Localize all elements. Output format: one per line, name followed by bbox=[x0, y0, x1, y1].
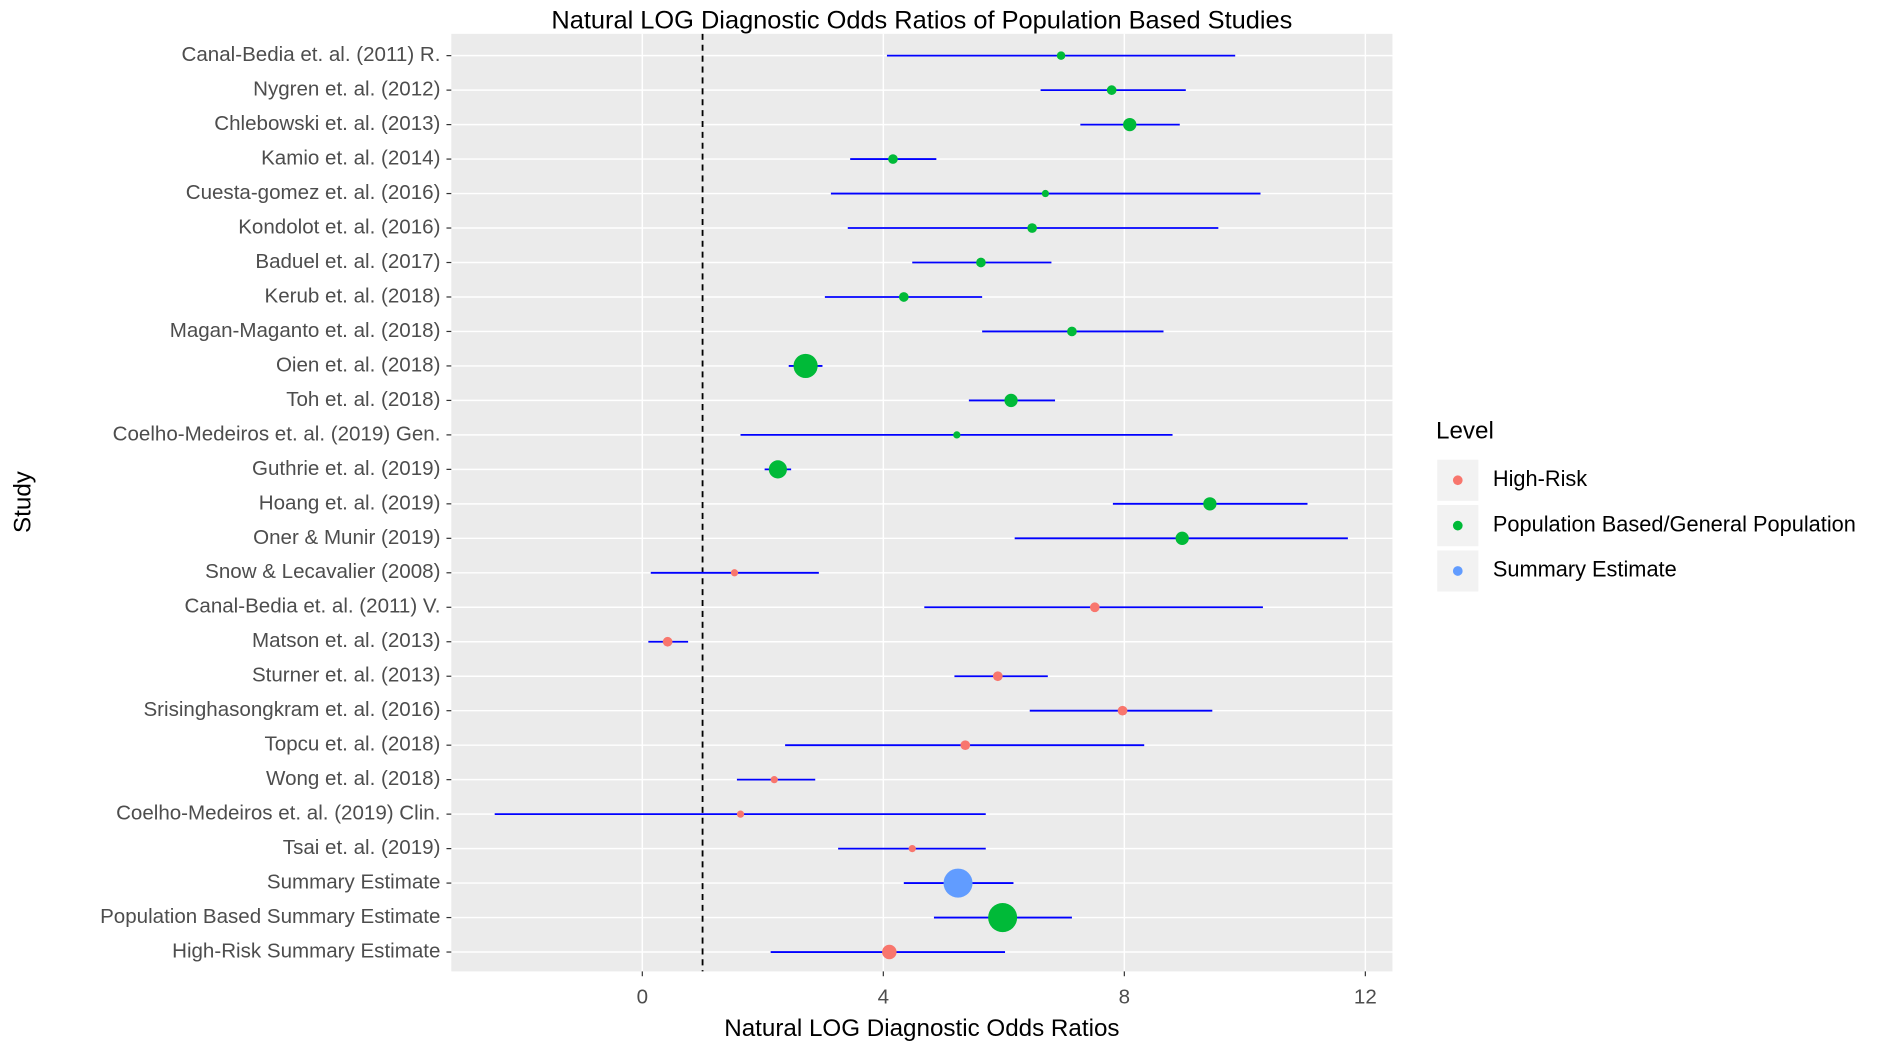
y-tick-label: Coelho-Medeiros et. al. (2019) Clin. bbox=[116, 802, 440, 825]
point-estimate bbox=[662, 636, 673, 647]
point-estimate bbox=[976, 257, 986, 268]
point-estimate bbox=[1067, 326, 1077, 337]
legend-label: Population Based/General Population bbox=[1493, 511, 1856, 536]
y-tick-label: High-Risk Summary Estimate bbox=[172, 939, 440, 962]
y-tick-label: Chlebowski et. al. (2013) bbox=[214, 112, 440, 135]
y-tick-label: Snow & Lecavalier (2008) bbox=[205, 560, 440, 583]
x-tick-label: 0 bbox=[637, 985, 648, 1008]
point-estimate bbox=[1027, 223, 1037, 233]
y-tick-label: Canal-Bedia et. al. (2011) R. bbox=[182, 43, 441, 66]
legend-marker bbox=[1452, 475, 1463, 486]
point-estimate bbox=[793, 353, 818, 379]
y-tick-label: Magan-Maganto et. al. (2018) bbox=[170, 319, 441, 342]
chart-title: Natural LOG Diagnostic Odds Ratios of Po… bbox=[551, 6, 1292, 34]
y-tick-label: Canal-Bedia et. al. (2011) V. bbox=[185, 595, 441, 618]
point-estimate bbox=[882, 944, 897, 960]
y-tick-label: Toh et. al. (2018) bbox=[286, 388, 440, 411]
point-estimate bbox=[1123, 117, 1137, 132]
point-estimate bbox=[1004, 393, 1018, 408]
y-tick-label: Kondolot et. al. (2016) bbox=[238, 215, 440, 238]
point-estimate bbox=[908, 844, 916, 853]
point-estimate bbox=[992, 671, 1003, 682]
legend-marker bbox=[1452, 566, 1463, 576]
y-tick-label: Hoang et. al. (2019) bbox=[259, 491, 441, 514]
point-estimate bbox=[953, 431, 961, 439]
point-estimate bbox=[736, 810, 745, 818]
x-tick-label: 12 bbox=[1354, 985, 1377, 1008]
point-estimate bbox=[1203, 497, 1217, 511]
point-estimate bbox=[1175, 531, 1189, 545]
point-estimate bbox=[770, 776, 778, 784]
y-tick-label: Topcu et. al. (2018) bbox=[265, 733, 441, 756]
y-tick-label: Srisinghasongkram et. al. (2016) bbox=[143, 698, 440, 721]
point-estimate bbox=[768, 460, 787, 479]
y-tick-label: Summary Estimate bbox=[267, 871, 441, 894]
panel bbox=[451, 33, 1393, 972]
y-tick-label: Kamio et. al. (2014) bbox=[261, 147, 440, 170]
point-estimate bbox=[988, 903, 1018, 933]
y-tick-label: Nygren et. al. (2012) bbox=[253, 78, 440, 101]
point-estimate bbox=[1106, 85, 1117, 95]
y-tick-label: Oien et. al. (2018) bbox=[276, 353, 440, 376]
point-estimate bbox=[730, 569, 739, 577]
legend-marker bbox=[1452, 520, 1463, 531]
point-estimate bbox=[898, 292, 909, 302]
y-tick-label: Cuesta-gomez et. al. (2016) bbox=[186, 181, 441, 204]
point-estimate bbox=[960, 740, 971, 751]
point-estimate bbox=[888, 154, 898, 164]
x-tick-label: 8 bbox=[1119, 985, 1130, 1008]
point-estimate bbox=[1117, 705, 1128, 716]
point-estimate bbox=[943, 868, 973, 898]
point-estimate bbox=[1089, 602, 1100, 613]
y-tick-label: Kerub et. al. (2018) bbox=[265, 284, 441, 307]
y-axis-label: Study bbox=[10, 470, 37, 533]
x-tick-label: 4 bbox=[878, 985, 889, 1008]
y-tick-label: Population Based Summary Estimate bbox=[100, 905, 440, 928]
point-estimate bbox=[1041, 189, 1050, 198]
y-tick-label: Matson et. al. (2013) bbox=[252, 629, 440, 652]
legend-label: High-Risk bbox=[1493, 466, 1587, 491]
x-axis-label: Natural LOG Diagnostic Odds Ratios bbox=[724, 1015, 1119, 1042]
y-tick-label: Wong et. al. (2018) bbox=[266, 767, 440, 790]
legend-title: Level bbox=[1436, 417, 1494, 444]
y-tick-label: Guthrie et. al. (2019) bbox=[252, 457, 440, 480]
y-tick-label: Tsai et. al. (2019) bbox=[283, 836, 441, 859]
y-tick-label: Oner & Munir (2019) bbox=[253, 526, 440, 549]
y-tick-label: Sturner et. al. (2013) bbox=[252, 664, 440, 687]
legend-label: Summary Estimate bbox=[1493, 557, 1677, 582]
y-tick-label: Coelho-Medeiros et. al. (2019) Gen. bbox=[113, 422, 441, 445]
y-tick-label: Baduel et. al. (2017) bbox=[255, 250, 440, 273]
point-estimate bbox=[1056, 51, 1066, 60]
